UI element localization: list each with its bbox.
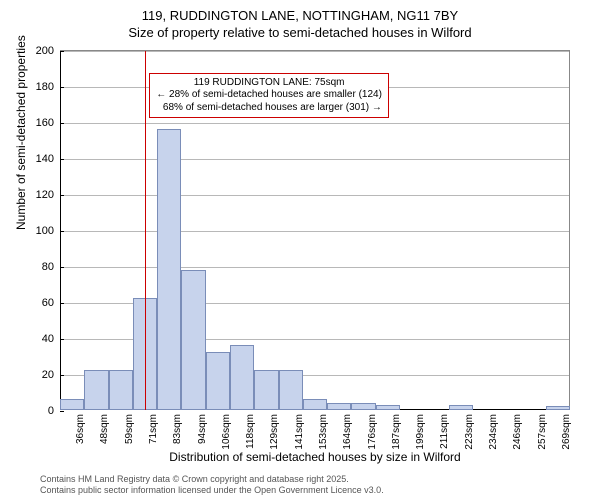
title-line-1: 119, RUDDINGTON LANE, NOTTINGHAM, NG11 7… (0, 8, 600, 25)
callout-box: 119 RUDDINGTON LANE: 75sqm← 28% of semi-… (149, 73, 389, 119)
y-tick-label: 60 (42, 297, 60, 309)
x-tick-label: 83sqm (172, 414, 183, 454)
attribution-footer: Contains HM Land Registry data © Crown c… (40, 474, 384, 497)
histogram-bar (157, 129, 181, 410)
x-tick-label: 153sqm (318, 414, 329, 454)
x-tick-label: 223sqm (464, 414, 475, 454)
x-tick-label: 94sqm (197, 414, 208, 454)
y-tick-label: 0 (48, 405, 60, 417)
histogram-bar (84, 370, 108, 410)
x-tick-label: 234sqm (488, 414, 499, 454)
histogram-bar (449, 405, 473, 410)
x-tick-label: 118sqm (245, 414, 256, 454)
callout-line-2: ← 28% of semi-detached houses are smalle… (156, 89, 382, 102)
x-tick-label: 211sqm (439, 414, 450, 454)
y-tick-label: 80 (42, 261, 60, 273)
y-tick-label: 180 (36, 81, 60, 93)
footer-line-1: Contains HM Land Registry data © Crown c… (40, 474, 384, 485)
x-tick-label: 106sqm (221, 414, 232, 454)
x-tick-label: 141sqm (294, 414, 305, 454)
histogram-bar (327, 403, 351, 410)
x-tick-label: 164sqm (342, 414, 353, 454)
reference-line (145, 51, 146, 410)
histogram-bar (181, 270, 205, 410)
chart-plot-area: 02040608010012014016018020036sqm48sqm59s… (60, 50, 570, 410)
x-tick-label: 129sqm (269, 414, 280, 454)
x-tick-label: 36sqm (75, 414, 86, 454)
grid-line (60, 51, 569, 52)
x-tick-label: 59sqm (124, 414, 135, 454)
histogram-bar (60, 399, 84, 410)
grid-line (60, 231, 569, 232)
title-line-2: Size of property relative to semi-detach… (0, 25, 600, 42)
x-tick-label: 246sqm (512, 414, 523, 454)
x-tick-label: 187sqm (391, 414, 402, 454)
y-tick-label: 160 (36, 117, 60, 129)
histogram-bar (376, 405, 400, 410)
callout-line-1: 119 RUDDINGTON LANE: 75sqm (156, 77, 382, 90)
footer-line-2: Contains public sector information licen… (40, 485, 384, 496)
x-tick-label: 48sqm (99, 414, 110, 454)
histogram-bar (546, 406, 570, 410)
histogram-bar (279, 370, 303, 410)
y-tick-label: 20 (42, 369, 60, 381)
grid-line (60, 123, 569, 124)
histogram-bar (206, 352, 230, 410)
grid-line (60, 267, 569, 268)
y-tick-label: 200 (36, 45, 60, 57)
chart-title: 119, RUDDINGTON LANE, NOTTINGHAM, NG11 7… (0, 0, 600, 42)
y-tick-label: 140 (36, 153, 60, 165)
histogram-bar (109, 370, 133, 410)
grid-line (60, 195, 569, 196)
x-tick-label: 176sqm (367, 414, 378, 454)
histogram-bar (230, 345, 254, 410)
x-tick-label: 257sqm (537, 414, 548, 454)
y-axis-label: Number of semi-detached properties (14, 35, 28, 230)
callout-line-3: 68% of semi-detached houses are larger (… (156, 102, 382, 115)
x-tick-label: 269sqm (561, 414, 572, 454)
x-axis-label: Distribution of semi-detached houses by … (60, 450, 570, 464)
histogram-bar (254, 370, 278, 410)
y-tick-label: 40 (42, 333, 60, 345)
histogram-bar (303, 399, 327, 410)
x-tick-label: 71sqm (148, 414, 159, 454)
x-tick-label: 199sqm (415, 414, 426, 454)
histogram-bar (351, 403, 375, 410)
y-tick-label: 120 (36, 189, 60, 201)
grid-line (60, 159, 569, 160)
y-tick-label: 100 (36, 225, 60, 237)
